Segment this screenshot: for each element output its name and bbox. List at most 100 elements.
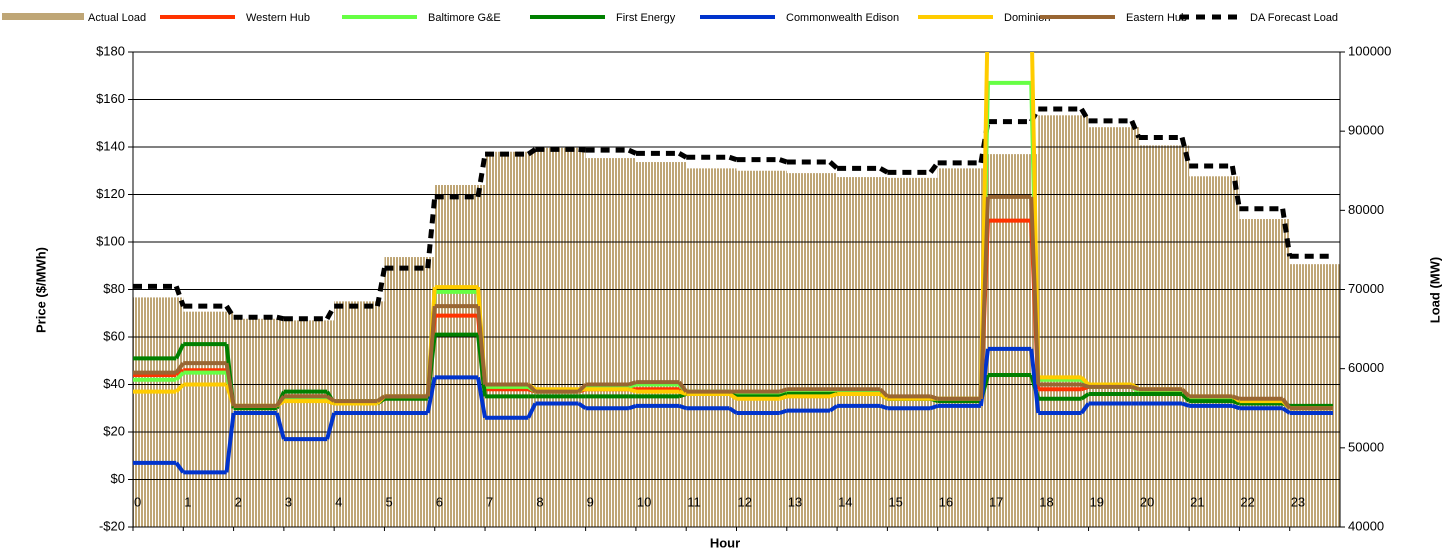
y2-tick-label: 50000: [1348, 439, 1384, 454]
step-connector: [728, 406, 738, 415]
y-axis-label: Price ($/MWh): [33, 247, 48, 333]
load-bar: [736, 170, 787, 527]
step-connector: [326, 394, 336, 403]
y-tick-label: $100: [96, 233, 125, 248]
step-connector: [1231, 403, 1241, 411]
step-connector: [1229, 165, 1242, 210]
step-connector: [1281, 406, 1291, 415]
x-tick-label: 1: [184, 494, 191, 509]
step-connector: [275, 395, 286, 408]
step-connector: [1029, 348, 1041, 414]
y2-tick-label: 80000: [1348, 202, 1384, 217]
step-connector: [1231, 399, 1241, 406]
step-connector: [224, 304, 236, 319]
x-tick-label: 12: [738, 494, 752, 509]
load-bar: [485, 151, 536, 527]
step-connector: [677, 380, 688, 393]
legend-label: DA Forecast Load: [1250, 12, 1338, 24]
step-connector: [526, 402, 538, 419]
step-connector: [628, 387, 637, 394]
step-connector: [728, 154, 738, 163]
y2-tick-label: 40000: [1348, 518, 1384, 533]
step-connector: [1080, 382, 1090, 389]
step-connector: [978, 196, 990, 399]
load-bar: [1138, 145, 1190, 527]
legend-label: Actual Load: [88, 12, 146, 24]
load-bar: [233, 318, 284, 527]
step-connector: [1079, 107, 1091, 123]
legend-label: Commonwealth Edison: [786, 12, 899, 24]
x-axis-label: Hour: [710, 535, 740, 550]
x-tick-label: 5: [385, 494, 392, 509]
step-connector: [276, 314, 285, 322]
step-connector: [1280, 208, 1293, 257]
step-connector: [929, 403, 939, 411]
x-tick-label: 18: [1039, 494, 1053, 509]
step-connector: [628, 403, 637, 411]
step-connector: [476, 305, 488, 385]
step-connector: [1129, 119, 1142, 139]
step-connector: [1180, 387, 1191, 398]
step-connector: [678, 403, 687, 411]
x-tick-label: 15: [888, 494, 902, 509]
step-connector: [628, 380, 637, 387]
step-connector: [929, 394, 939, 401]
step-connector: [728, 392, 738, 401]
step-connector: [1080, 392, 1090, 401]
x-tick-label: 10: [637, 494, 651, 509]
y-tick-label: $20: [103, 423, 125, 438]
step-connector: [274, 412, 286, 440]
step-connector: [174, 361, 185, 374]
x-tick-label: 7: [486, 494, 493, 509]
step-connector: [1131, 384, 1140, 392]
step-connector: [174, 461, 185, 474]
legend-label: Western Hub: [246, 12, 310, 24]
load-bar: [1088, 127, 1139, 527]
step-connector: [828, 160, 839, 171]
step-connector: [779, 394, 788, 401]
y2-tick-label: 100000: [1348, 43, 1391, 58]
step-connector: [779, 387, 788, 394]
load-bar: [1189, 176, 1240, 527]
load-bar: [887, 177, 938, 527]
step-connector: [578, 146, 586, 153]
y2-tick-label: 60000: [1348, 360, 1384, 375]
load-bar: [1239, 219, 1290, 527]
load-bar: [786, 173, 838, 527]
y2-axis-label: Load (MW): [1427, 257, 1442, 323]
legend-swatch: [2, 13, 84, 20]
x-tick-label: 16: [939, 494, 953, 509]
step-connector: [577, 401, 587, 410]
step-connector: [173, 285, 186, 307]
load-bar: [837, 177, 888, 527]
step-connector: [1029, 196, 1041, 385]
x-tick-label: 17: [989, 494, 1003, 509]
y-tick-label: $120: [96, 186, 125, 201]
y-tick-label: $180: [96, 43, 125, 58]
step-connector: [779, 392, 788, 399]
step-connector: [224, 362, 236, 407]
step-connector: [175, 368, 185, 377]
step-connector: [828, 404, 839, 413]
step-connector: [526, 147, 537, 157]
x-tick-label: 23: [1291, 494, 1305, 509]
step-connector: [476, 377, 488, 419]
step-connector: [174, 371, 185, 382]
step-connector: [174, 343, 186, 360]
step-connector: [1179, 136, 1192, 167]
x-tick-label: 2: [235, 494, 242, 509]
y-tick-label: $140: [96, 138, 125, 153]
load-bar: [686, 168, 737, 527]
step-connector: [778, 157, 788, 165]
y-tick-label: $0: [111, 471, 125, 486]
load-bar: [987, 154, 1039, 527]
x-tick-label: 19: [1090, 494, 1104, 509]
step-connector: [1080, 375, 1090, 386]
y-tick-label: $40: [103, 376, 125, 391]
load-bar: [937, 168, 988, 527]
y-tick-label: $60: [103, 328, 125, 343]
step-connector: [325, 412, 337, 440]
load-bar: [635, 162, 687, 527]
step-connector: [475, 153, 488, 198]
